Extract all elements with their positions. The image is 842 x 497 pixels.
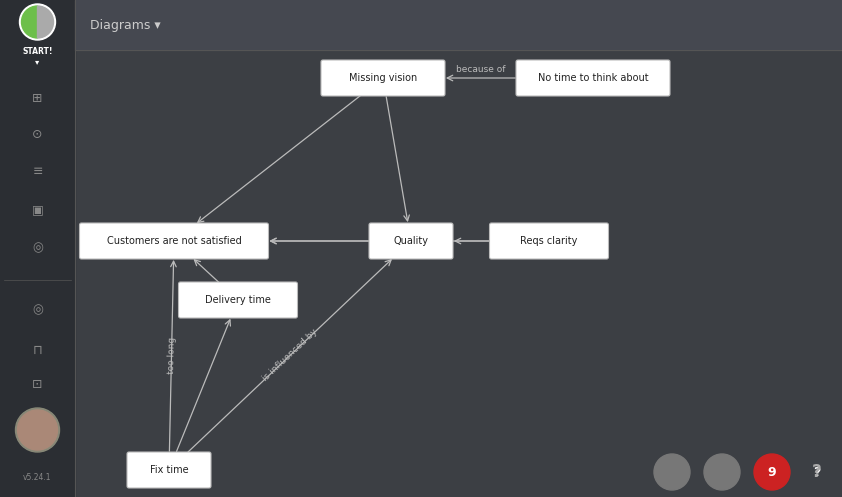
FancyBboxPatch shape xyxy=(489,223,609,259)
Text: ?: ? xyxy=(813,466,821,479)
Text: Missing vision: Missing vision xyxy=(349,73,417,83)
Text: ◎: ◎ xyxy=(32,242,43,254)
FancyBboxPatch shape xyxy=(516,60,670,96)
Text: 9: 9 xyxy=(768,466,776,479)
Text: because of: because of xyxy=(456,65,505,74)
Text: too long: too long xyxy=(167,337,177,374)
Text: ◎: ◎ xyxy=(32,304,43,317)
Text: is influenced by: is influenced by xyxy=(261,328,319,384)
Circle shape xyxy=(19,4,56,40)
Text: ⊡: ⊡ xyxy=(32,379,43,392)
Text: Customers are not satisfied: Customers are not satisfied xyxy=(107,236,242,246)
Bar xyxy=(75,0,842,50)
Circle shape xyxy=(18,410,57,450)
Circle shape xyxy=(654,454,690,490)
Wedge shape xyxy=(22,6,38,38)
Circle shape xyxy=(754,454,790,490)
Text: ▣: ▣ xyxy=(32,203,44,217)
Text: No time to think about: No time to think about xyxy=(538,73,648,83)
Circle shape xyxy=(704,454,740,490)
Text: ⊞: ⊞ xyxy=(32,91,43,104)
Text: Fix time: Fix time xyxy=(150,465,189,475)
FancyBboxPatch shape xyxy=(179,282,297,318)
Text: ?: ? xyxy=(813,463,822,481)
Wedge shape xyxy=(38,6,54,38)
Text: ⊓: ⊓ xyxy=(33,343,42,356)
Text: v5.24.1: v5.24.1 xyxy=(24,474,51,483)
FancyBboxPatch shape xyxy=(369,223,453,259)
Text: START!: START! xyxy=(22,48,53,57)
FancyBboxPatch shape xyxy=(79,223,269,259)
Text: ≡: ≡ xyxy=(32,166,43,178)
Bar xyxy=(0,0,75,497)
FancyBboxPatch shape xyxy=(321,60,445,96)
Text: ⊙: ⊙ xyxy=(32,129,43,142)
Text: ▾: ▾ xyxy=(35,58,40,67)
Text: Delivery time: Delivery time xyxy=(205,295,271,305)
Text: Reqs clarity: Reqs clarity xyxy=(520,236,578,246)
Circle shape xyxy=(15,408,60,452)
Text: Quality: Quality xyxy=(393,236,429,246)
Text: Diagrams ▾: Diagrams ▾ xyxy=(90,18,161,31)
FancyBboxPatch shape xyxy=(127,452,211,488)
